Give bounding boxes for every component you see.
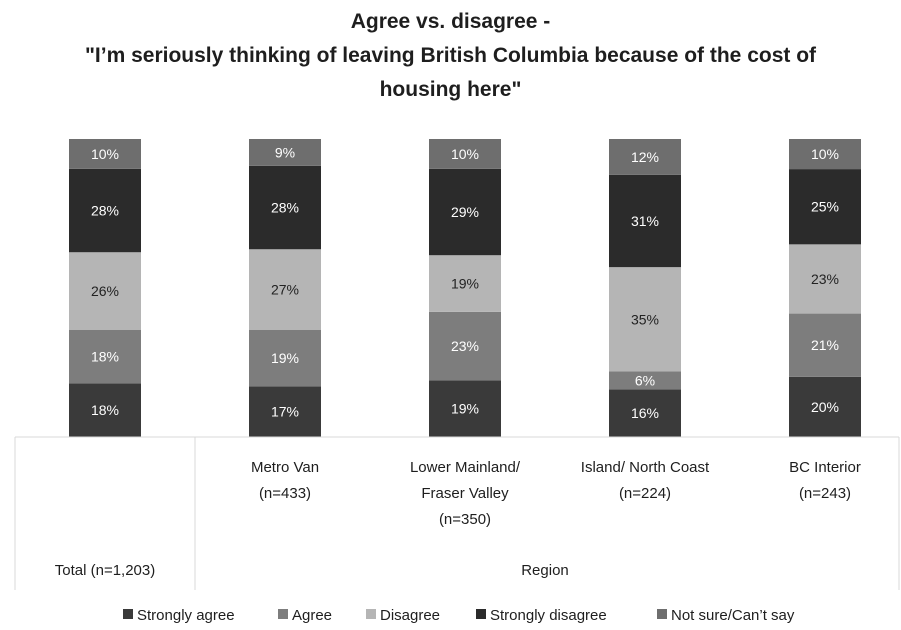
bar-segment xyxy=(789,244,861,314)
category-label: (n=433) xyxy=(259,485,311,502)
category-label: Fraser Valley xyxy=(421,485,509,502)
bar-segment xyxy=(69,139,141,169)
legend-label: Strongly disagree xyxy=(490,607,607,624)
bar-segment xyxy=(609,139,681,175)
legend-swatch xyxy=(657,609,667,619)
data-label: 19% xyxy=(451,276,479,292)
bar-segment xyxy=(429,311,501,381)
category-label: Lower Mainland/ xyxy=(410,459,521,476)
bar-segment xyxy=(249,386,321,437)
data-label: 18% xyxy=(91,349,119,365)
data-label: 16% xyxy=(631,405,659,421)
data-label: 25% xyxy=(811,199,839,215)
data-label: 35% xyxy=(631,311,659,327)
legend-label: Not sure/Can’t say xyxy=(671,607,795,624)
legend-swatch xyxy=(476,609,486,619)
bar-segment xyxy=(249,329,321,387)
data-label: 21% xyxy=(811,337,839,353)
bar-segment xyxy=(789,376,861,437)
data-label: 23% xyxy=(451,338,479,354)
data-label: 12% xyxy=(631,149,659,165)
bar-segment xyxy=(69,252,141,330)
bar-segment xyxy=(429,139,501,169)
data-label: 10% xyxy=(451,146,479,162)
data-label: 31% xyxy=(631,213,659,229)
group-label: Region xyxy=(521,562,569,579)
data-label: 28% xyxy=(91,203,119,219)
bar-segment xyxy=(69,383,141,437)
bar-segment xyxy=(609,371,681,390)
data-label: 17% xyxy=(271,404,299,420)
data-label: 23% xyxy=(811,271,839,287)
bar-segment xyxy=(69,168,141,253)
category-label: BC Interior xyxy=(789,459,861,476)
bar-segment xyxy=(249,249,321,330)
data-label: 10% xyxy=(811,146,839,162)
category-label: (n=350) xyxy=(439,511,491,528)
legend-label: Agree xyxy=(292,607,332,624)
bar-segment xyxy=(69,329,141,384)
data-label: 28% xyxy=(271,200,299,216)
chart-title-line-2: "I’m seriously thinking of leaving Briti… xyxy=(84,44,817,67)
bar-segment xyxy=(609,267,681,372)
data-label: 19% xyxy=(271,350,299,366)
category-label: (n=224) xyxy=(619,485,671,502)
bar-segment xyxy=(249,139,321,166)
legend-swatch xyxy=(123,609,133,619)
category-label: Total (n=1,203) xyxy=(55,562,155,579)
data-label: 19% xyxy=(451,401,479,417)
data-label: 26% xyxy=(91,283,119,299)
data-label: 20% xyxy=(811,399,839,415)
chart-title-line-3: housing here" xyxy=(379,78,522,101)
bar-segment xyxy=(249,165,321,250)
chart-title-line-1: Agree vs. disagree - xyxy=(350,10,551,33)
data-label: 10% xyxy=(91,146,119,162)
data-label: 27% xyxy=(271,281,299,297)
category-label: Metro Van xyxy=(251,459,319,476)
legend-swatch xyxy=(366,609,376,619)
bar-segment xyxy=(429,380,501,437)
legend-label: Strongly agree xyxy=(137,607,235,624)
data-label: 29% xyxy=(451,204,479,220)
bar-segment xyxy=(429,168,501,256)
bar-segment xyxy=(789,313,861,377)
bar-segment xyxy=(609,174,681,268)
category-label: Island/ North Coast xyxy=(581,459,710,476)
data-label: 18% xyxy=(91,402,119,418)
bar-segment xyxy=(789,139,861,170)
legend-swatch xyxy=(278,609,288,619)
bar-segment xyxy=(789,169,861,245)
data-label: 9% xyxy=(275,144,295,160)
bar-segment xyxy=(429,255,501,312)
data-label: 6% xyxy=(635,372,655,388)
category-label: (n=243) xyxy=(799,485,851,502)
bar-segment xyxy=(609,389,681,437)
legend-label: Disagree xyxy=(380,607,440,624)
